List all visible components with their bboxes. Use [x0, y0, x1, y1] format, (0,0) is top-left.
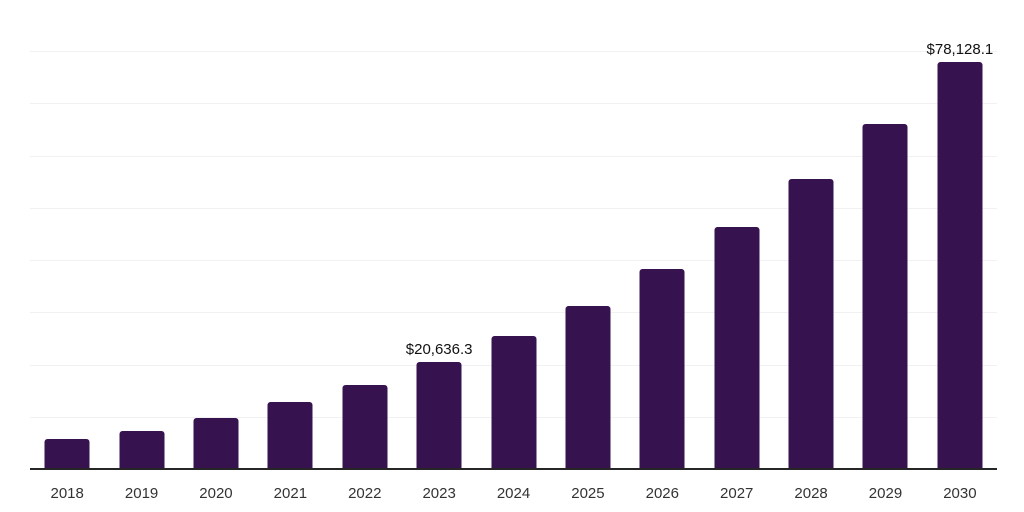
bar	[119, 430, 165, 470]
bar-group-2019	[104, 0, 178, 470]
bar-group-2023: $20,636.3	[402, 0, 476, 470]
bar	[267, 402, 313, 470]
bar-group-2021	[253, 0, 327, 470]
x-axis-tick-labels: 2018 2019 2020 2021 2022 2023 2024 2025 2026 2027…	[30, 474, 997, 502]
bar-group-2025	[551, 0, 625, 470]
gridline	[30, 103, 997, 105]
bar-group-2022	[328, 0, 402, 470]
bar	[788, 179, 834, 470]
x-tick-label: 2023	[422, 485, 456, 502]
x-tick-label: 2018	[50, 485, 84, 502]
bar	[639, 269, 685, 470]
bar-group-2027	[700, 0, 774, 470]
bar	[714, 227, 760, 470]
gridline	[30, 260, 997, 262]
gridline	[30, 155, 997, 157]
bar	[937, 62, 983, 470]
bar-group-2018	[30, 0, 104, 470]
x-axis-line	[30, 468, 997, 470]
bar	[565, 306, 611, 470]
bar-group-2030: $78,128.1	[923, 0, 997, 470]
x-tick-label: 2021	[273, 485, 308, 502]
x-tick-label: 2030	[943, 485, 977, 502]
bar	[193, 418, 239, 470]
x-tick-label: 2027	[720, 485, 754, 502]
plot-area: $20,636.3 $78,128.1	[30, 0, 997, 470]
gridline	[30, 312, 997, 314]
gridline	[30, 51, 997, 53]
bar-group-2029	[848, 0, 922, 470]
bar-value-label: $78,128.1	[926, 41, 994, 58]
x-tick-label: 2025	[571, 485, 605, 502]
bar	[862, 124, 908, 470]
x-tick-label: 2026	[645, 485, 679, 502]
bar-group-2020	[179, 0, 253, 470]
bar	[44, 439, 90, 470]
x-tick-label: 2028	[794, 485, 828, 502]
bar	[416, 362, 462, 470]
bar	[342, 385, 388, 470]
gridline	[30, 207, 997, 209]
x-tick-label: 2019	[124, 485, 159, 502]
x-tick-label: 2020	[199, 485, 233, 502]
bar-series: $20,636.3 $78,128.1	[30, 0, 997, 470]
bar-value-label: $20,636.3	[405, 341, 473, 359]
bar	[491, 336, 537, 470]
bar-group-2026	[625, 0, 699, 470]
bar-group-2028	[774, 0, 848, 470]
x-tick-label: 2022	[348, 485, 382, 502]
x-tick-label: 2029	[868, 485, 903, 502]
x-tick-label: 2024	[496, 485, 531, 502]
bar-group-2024	[476, 0, 550, 470]
